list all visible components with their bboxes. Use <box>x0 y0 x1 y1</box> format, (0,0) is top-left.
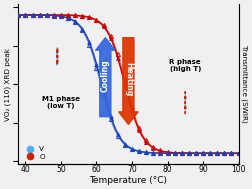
FancyArrowPatch shape <box>119 38 138 124</box>
Y-axis label: VO₂ (110) XRD peak: VO₂ (110) XRD peak <box>4 48 11 121</box>
Text: R phase
(high T): R phase (high T) <box>169 59 201 72</box>
Y-axis label: Transmittance (SWIR): Transmittance (SWIR) <box>241 45 248 123</box>
Text: Heating: Heating <box>124 62 133 96</box>
X-axis label: Temperature (°C): Temperature (°C) <box>89 176 167 185</box>
Text: M1 phase
(low T): M1 phase (low T) <box>42 96 80 109</box>
Legend: V, O: V, O <box>22 146 46 160</box>
FancyArrowPatch shape <box>96 38 115 117</box>
Text: Cooling: Cooling <box>101 59 110 92</box>
